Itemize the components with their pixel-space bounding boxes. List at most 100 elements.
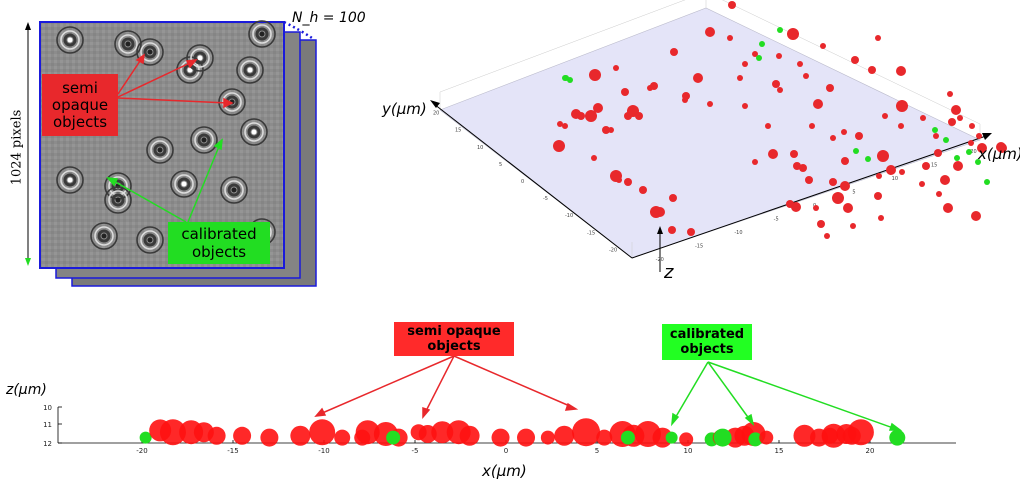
plot3d-x-tick-label: 15	[931, 162, 937, 168]
side-x-tick-label: -10	[318, 447, 329, 455]
plot3d-semi-opaque-sphere	[669, 194, 677, 202]
calibrated-arrows	[106, 138, 223, 223]
plot3d-semi-opaque-sphere	[850, 223, 856, 229]
hologram-ring	[146, 136, 174, 164]
plot3d-semi-opaque-sphere	[851, 56, 859, 64]
hologram-ring	[243, 63, 257, 77]
side-semi-opaque-label-line-2: objects	[427, 339, 481, 354]
plot3d-x-tick-label: 10	[892, 176, 898, 182]
side-semi-opaque-sphere	[431, 421, 454, 444]
side-semi-opaque-label-box: semi opaque objects	[394, 322, 514, 356]
side-semi-opaque-sphere	[290, 425, 311, 446]
plot3d-x-axis-label: x(μm)	[978, 145, 1020, 163]
side-x-tick-label: 20	[866, 447, 875, 455]
hologram-ring	[177, 177, 191, 191]
plot3d-semi-opaque-sphere	[826, 84, 834, 92]
plot3d-semi-opaque-sphere	[953, 161, 963, 171]
size-arrow-bottom-head	[25, 258, 31, 266]
hologram-ring	[190, 126, 218, 154]
hologram-ring-core	[157, 147, 163, 153]
plot3d-calibrated-sphere	[865, 156, 871, 162]
hologram-ring	[222, 92, 242, 112]
side-semi-opaque-sphere	[334, 429, 351, 446]
hologram-ring	[174, 174, 194, 194]
side-calibrated-sphere	[665, 431, 678, 444]
plot3d-semi-opaque-sphere	[813, 205, 819, 211]
side-semi-opaque-sphere	[793, 424, 816, 447]
side-x-tick-label: 15	[775, 447, 784, 455]
plot3d-x-axis	[631, 135, 987, 259]
hologram-ring	[153, 143, 167, 157]
plot3d-calibrated-sphere	[943, 137, 949, 143]
side-calibrated-sphere	[889, 429, 906, 446]
hologram-ring	[197, 133, 211, 147]
plot3d-semi-opaque-sphere	[768, 149, 778, 159]
hologram-ring	[255, 27, 269, 41]
plot3d-semi-opaque-sphere	[772, 80, 780, 88]
plot3d-semi-opaque-sphere	[951, 105, 961, 115]
hologram-ring-core	[259, 31, 265, 37]
plot3d-semi-opaque-sphere	[742, 61, 748, 67]
side-plot-x-axis-label: x(μm)	[482, 462, 527, 480]
hologram-ring	[60, 30, 80, 50]
hologram-ring-core	[115, 197, 121, 203]
plot3d-semi-opaque-sphere	[737, 75, 743, 81]
hologram-ring-core	[251, 129, 257, 135]
plot3d-semi-opaque-sphere	[791, 202, 801, 212]
plot3d-y-tick-label: 20	[433, 111, 439, 117]
plot3d-y-tick-label: -5	[543, 196, 548, 202]
size-arrow-top-head	[25, 22, 31, 30]
plot3d-y-axis	[433, 103, 633, 259]
plot3d-semi-opaque-sphere	[765, 123, 771, 129]
plot3d-calibrated-sphere	[759, 41, 765, 47]
plot3d-y-tick-label: -20	[609, 247, 617, 253]
plot3d-semi-opaque-sphere	[591, 155, 597, 161]
plot3d-x-axis-head	[982, 133, 992, 140]
plot3d-calibrated-sphere	[853, 148, 859, 154]
side-x-tick-label: 10	[684, 447, 693, 455]
plot3d-semi-opaque-sphere	[936, 191, 942, 197]
side-plot: -20 -15 -10 -5 0 5 10 15 20 10 11 12	[43, 355, 956, 455]
plot3d-semi-opaque-sphere	[976, 133, 982, 139]
hologram-ring-core	[187, 67, 193, 73]
semi-opaque-label-line-1: semi	[62, 78, 98, 97]
plot3d-semi-opaque-sphere	[874, 192, 882, 200]
plot3d-semi-opaque-sphere	[933, 133, 939, 139]
plot3d-semi-opaque-sphere	[896, 66, 906, 76]
semi-opaque-label-line-3: objects	[52, 112, 108, 131]
side-calibrated-sphere	[386, 430, 401, 445]
plot3d-box-edge-right	[705, 0, 981, 140]
plot3d-x-tick-label: -15	[695, 244, 703, 250]
side-semi-opaque-sphere	[309, 419, 336, 446]
hologram-ring-core	[231, 187, 237, 193]
hologram-ring	[63, 173, 77, 187]
hologram-ring	[194, 130, 214, 150]
side-plot-z-axis-label: z(μm)	[6, 382, 47, 398]
plot3d-semi-opaque-sphere	[843, 203, 853, 213]
plot3d-semi-opaque-sphere	[969, 123, 975, 129]
side-semi-opaque-sphere	[233, 426, 252, 445]
plot3d-y-tick-label: 5	[499, 162, 502, 168]
plot3d-semi-opaque-sphere	[668, 226, 676, 234]
plot3d-semi-opaque-sphere	[934, 149, 942, 157]
plot3d-z-axis-label: z	[664, 262, 674, 283]
side-x-tick-label: -5	[412, 447, 419, 455]
hologram-ring	[170, 170, 198, 198]
side-semi-opaque-sphere	[159, 419, 186, 446]
plot3d-y-tick-label: -15	[587, 230, 595, 236]
hologram-ring-core	[67, 177, 73, 183]
side-calibrated-label-line-1: calibrated	[669, 327, 745, 342]
side-semi-opaque-sphere	[842, 426, 861, 445]
hologram-ring	[244, 122, 264, 142]
plot3d-semi-opaque-sphere	[899, 169, 905, 175]
side-x-tick-label: -20	[136, 447, 147, 455]
plot3d-semi-opaque-sphere	[803, 73, 809, 79]
plot3d-semi-opaque-sphere	[841, 157, 849, 165]
side-semi-opaque-sphere	[759, 430, 774, 445]
plot3d-semi-opaque-sphere	[728, 1, 736, 9]
plot3d-semi-opaque-sphere	[971, 211, 981, 221]
plot3d-semi-opaque-sphere	[813, 99, 823, 109]
plot3d-semi-opaque-sphere	[919, 181, 925, 187]
